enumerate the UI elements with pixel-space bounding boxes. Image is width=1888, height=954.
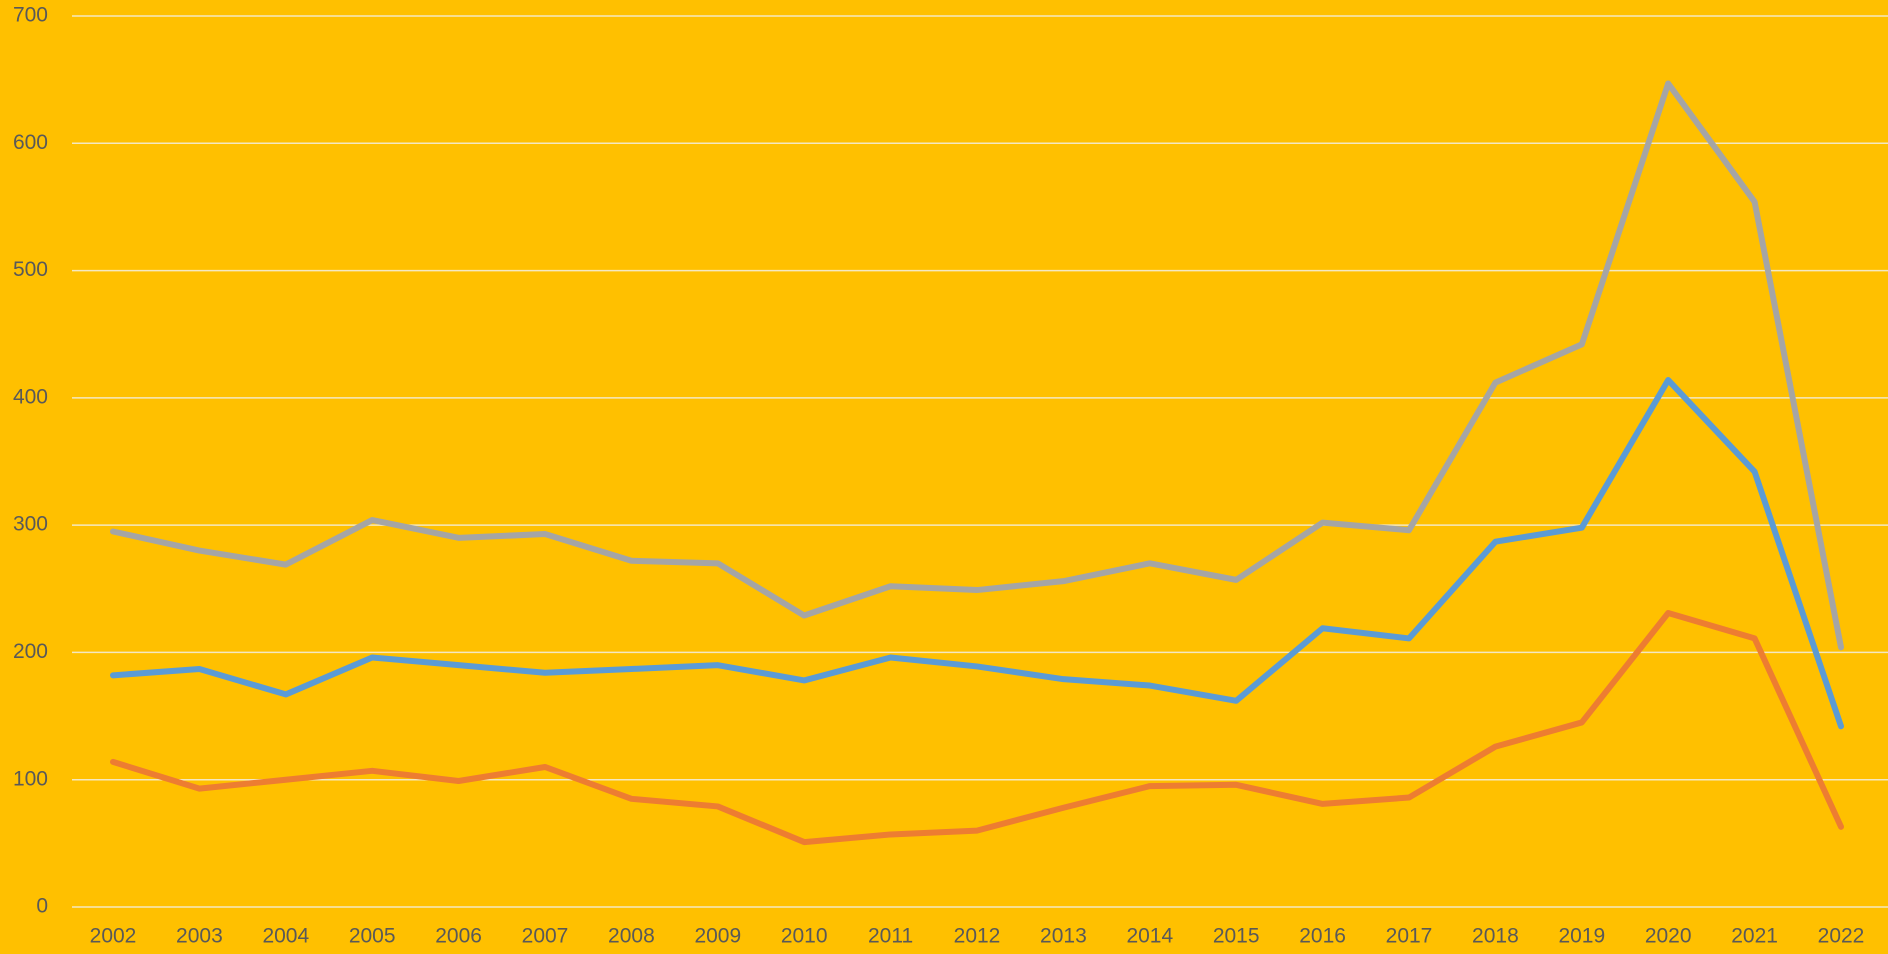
y-tick-label: 0 <box>36 895 48 918</box>
x-tick-label: 2003 <box>176 925 223 948</box>
y-tick-label: 500 <box>13 258 48 281</box>
y-tick-label: 200 <box>13 640 48 663</box>
x-tick-label: 2016 <box>1299 925 1346 948</box>
x-tick-label: 2017 <box>1386 925 1433 948</box>
x-tick-label: 2010 <box>781 925 828 948</box>
x-tick-label: 2002 <box>90 925 137 948</box>
x-tick-label: 2011 <box>868 925 913 948</box>
line-series <box>110 377 1844 730</box>
y-tick-label: 600 <box>13 131 48 154</box>
x-tick-label: 2018 <box>1472 925 1519 948</box>
x-tick-label: 2006 <box>435 925 482 948</box>
x-tick-label: 2004 <box>262 925 309 948</box>
x-tick-label: 2012 <box>954 925 1001 948</box>
x-tick-label: 2021 <box>1731 925 1778 948</box>
y-tick-label: 700 <box>13 4 48 27</box>
x-tick-label: 2019 <box>1558 925 1605 948</box>
x-tick-label: 2022 <box>1818 925 1865 948</box>
x-tick-label: 2008 <box>608 925 655 948</box>
y-tick-label: 400 <box>13 385 48 408</box>
line-series <box>110 80 1844 651</box>
x-tick-label: 2013 <box>1040 925 1087 948</box>
x-tick-label: 2005 <box>349 925 396 948</box>
x-tick-label: 2014 <box>1126 925 1173 948</box>
y-tick-label: 100 <box>13 767 48 790</box>
x-tick-label: 2007 <box>522 925 569 948</box>
x-tick-label: 2009 <box>694 925 741 948</box>
line-series <box>110 609 1844 846</box>
x-tick-label: 2015 <box>1213 925 1260 948</box>
x-tick-label: 2020 <box>1645 925 1692 948</box>
y-tick-label: 300 <box>13 513 48 536</box>
